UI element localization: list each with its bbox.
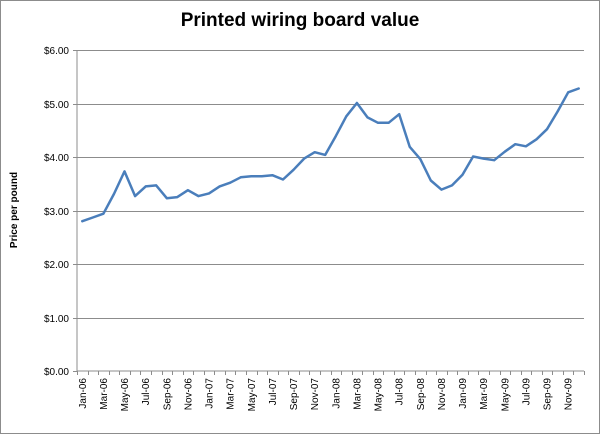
x-tick-label: Mar-08: [352, 378, 363, 410]
data-point: [535, 138, 538, 141]
data-point: [271, 174, 274, 177]
data-point: [303, 157, 306, 160]
data-point: [155, 184, 158, 187]
data-point: [239, 176, 242, 179]
data-point: [429, 179, 432, 182]
data-point: [250, 175, 253, 178]
data-point: [546, 128, 548, 131]
data-point: [282, 178, 284, 181]
y-tick-label: $3.00: [44, 207, 69, 218]
y-tick-label: $5.00: [44, 100, 69, 111]
x-tick-label: May-07: [247, 378, 258, 412]
data-point: [387, 121, 390, 124]
data-point: [493, 159, 496, 162]
y-tick-label: $4.00: [44, 153, 69, 164]
data-point: [398, 113, 401, 116]
data-point: [165, 197, 168, 200]
x-axis-ticks: Jan-06 Mar-06 May-06 Jul-06 Sep-06 Nov-06 Jan-…: [77, 371, 585, 412]
data-point: [514, 143, 517, 146]
data-point: [313, 151, 316, 154]
y-tick-label: $2.00: [44, 260, 69, 271]
data-point: [218, 185, 221, 188]
data-point: [451, 184, 453, 187]
x-tick-label: Jul-06: [141, 378, 152, 406]
x-tick-label: Nov-06: [183, 378, 194, 411]
x-tick-label: May-06: [120, 378, 131, 412]
data-point: [577, 87, 580, 90]
data-point: [197, 195, 200, 198]
data-point: [134, 195, 137, 198]
data-point: [440, 188, 443, 191]
data-point: [324, 153, 327, 156]
x-tick-label: Sep-06: [162, 378, 173, 411]
data-point: [366, 116, 369, 119]
data-point: [144, 185, 147, 188]
data-point: [355, 102, 358, 104]
x-tick-label: Jul-09: [521, 378, 532, 406]
data-point: [408, 145, 411, 148]
y-tick-label: $1.00: [44, 314, 69, 325]
x-tick-label: Sep-09: [543, 378, 554, 411]
data-point: [260, 175, 263, 178]
x-tick-label: May-08: [374, 378, 385, 412]
data-point: [229, 181, 232, 184]
data-point: [461, 173, 464, 176]
data-point: [123, 170, 126, 173]
data-point: [186, 189, 189, 192]
y-axis-label: Price per pound: [9, 172, 20, 248]
data-point: [91, 216, 94, 219]
chart-title: Printed wiring board value: [180, 10, 420, 31]
data-point: [503, 150, 506, 153]
x-tick-label: Jul-08: [395, 378, 406, 406]
data-point: [556, 110, 559, 113]
data-point: [482, 157, 485, 160]
x-tick-label: Nov-08: [437, 378, 448, 411]
axes: [76, 50, 584, 372]
x-tick-label: Sep-08: [416, 378, 427, 411]
data-point: [176, 196, 179, 199]
x-tick-label: Jul-07: [268, 378, 279, 406]
x-tick-label: Jan-09: [458, 378, 469, 409]
data-point: [102, 212, 105, 215]
x-tick-label: Nov-07: [310, 378, 321, 411]
data-point: [113, 192, 115, 195]
x-tick-label: Jan-08: [331, 378, 342, 409]
series-line: [81, 87, 580, 223]
data-point: [345, 115, 348, 118]
data-point: [377, 121, 379, 124]
data-point: [567, 91, 570, 94]
series: [81, 87, 580, 223]
data-point: [292, 168, 295, 171]
x-tick-label: Jan-06: [78, 378, 89, 409]
y-axis-ticks: $0.00 $1.00 $2.00 $3.00 $4.00 $5.00 $6.00: [44, 46, 77, 378]
x-tick-label: May-09: [500, 378, 511, 412]
x-tick-label: Nov-09: [564, 378, 575, 411]
x-tick-label: Mar-07: [226, 378, 237, 410]
x-tick-label: Mar-09: [479, 378, 490, 410]
data-point: [524, 145, 527, 148]
x-tick-label: Sep-07: [289, 378, 300, 411]
data-point: [472, 155, 475, 158]
data-point: [81, 220, 84, 223]
x-tick-label: Mar-06: [99, 378, 110, 410]
data-point: [419, 158, 422, 161]
y-tick-label: $6.00: [44, 46, 69, 57]
y-tick-label: $0.00: [44, 367, 69, 378]
data-point: [208, 192, 210, 195]
x-tick-label: Jan-07: [205, 378, 216, 409]
data-point: [334, 135, 337, 138]
